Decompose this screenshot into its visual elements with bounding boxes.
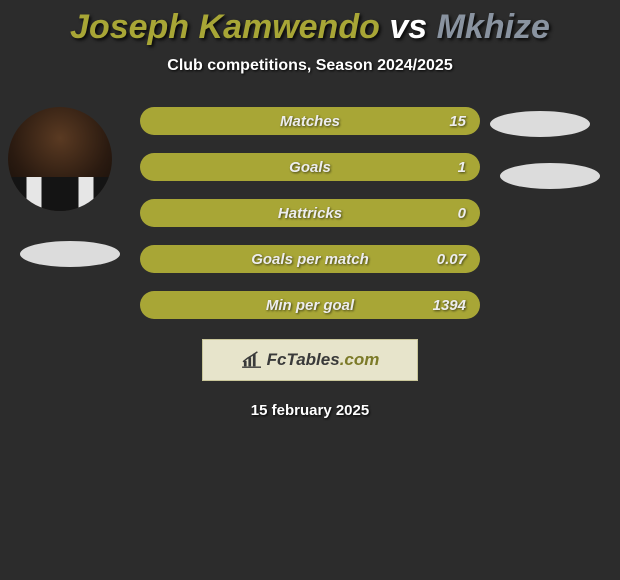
subtitle: Club competitions, Season 2024/2025: [0, 57, 620, 75]
stat-value: 0: [458, 205, 466, 222]
stat-bar: Min per goal 1394: [140, 291, 480, 319]
stat-label: Hattricks: [278, 205, 342, 222]
stat-value: 1394: [433, 297, 466, 314]
stat-bar: Matches 15: [140, 107, 480, 135]
vs-text: vs: [389, 8, 427, 46]
brand-text: FcTables.com: [267, 350, 380, 370]
stat-label: Matches: [280, 113, 340, 130]
player1-avatar: [8, 107, 112, 211]
player2-chip-2: [500, 163, 600, 189]
stat-bars: Matches 15 Goals 1 Hattricks 0 Goals per…: [140, 107, 480, 337]
stat-bar: Goals 1: [140, 153, 480, 181]
footer-date: 15 february 2025: [0, 402, 620, 419]
stat-bar: Goals per match 0.07: [140, 245, 480, 273]
brand-domain: .com: [340, 350, 380, 369]
player1-name: Joseph Kamwendo: [70, 8, 380, 46]
avatar-jacket: [8, 177, 112, 211]
comparison-title: Joseph Kamwendo vs Mkhize: [0, 0, 620, 47]
stat-label: Min per goal: [266, 297, 354, 314]
player2-chip-1: [490, 111, 590, 137]
stat-bar: Hattricks 0: [140, 199, 480, 227]
stat-label: Goals per match: [251, 251, 369, 268]
stat-value: 15: [449, 113, 466, 130]
brand-name: FcTables: [267, 350, 340, 369]
brand-badge[interactable]: FcTables.com: [202, 339, 418, 381]
stat-value: 0.07: [437, 251, 466, 268]
stat-label: Goals: [289, 159, 331, 176]
player2-name: Mkhize: [437, 8, 550, 46]
stat-value: 1: [458, 159, 466, 176]
chart-icon: [241, 351, 263, 369]
player1-chip: [20, 241, 120, 267]
